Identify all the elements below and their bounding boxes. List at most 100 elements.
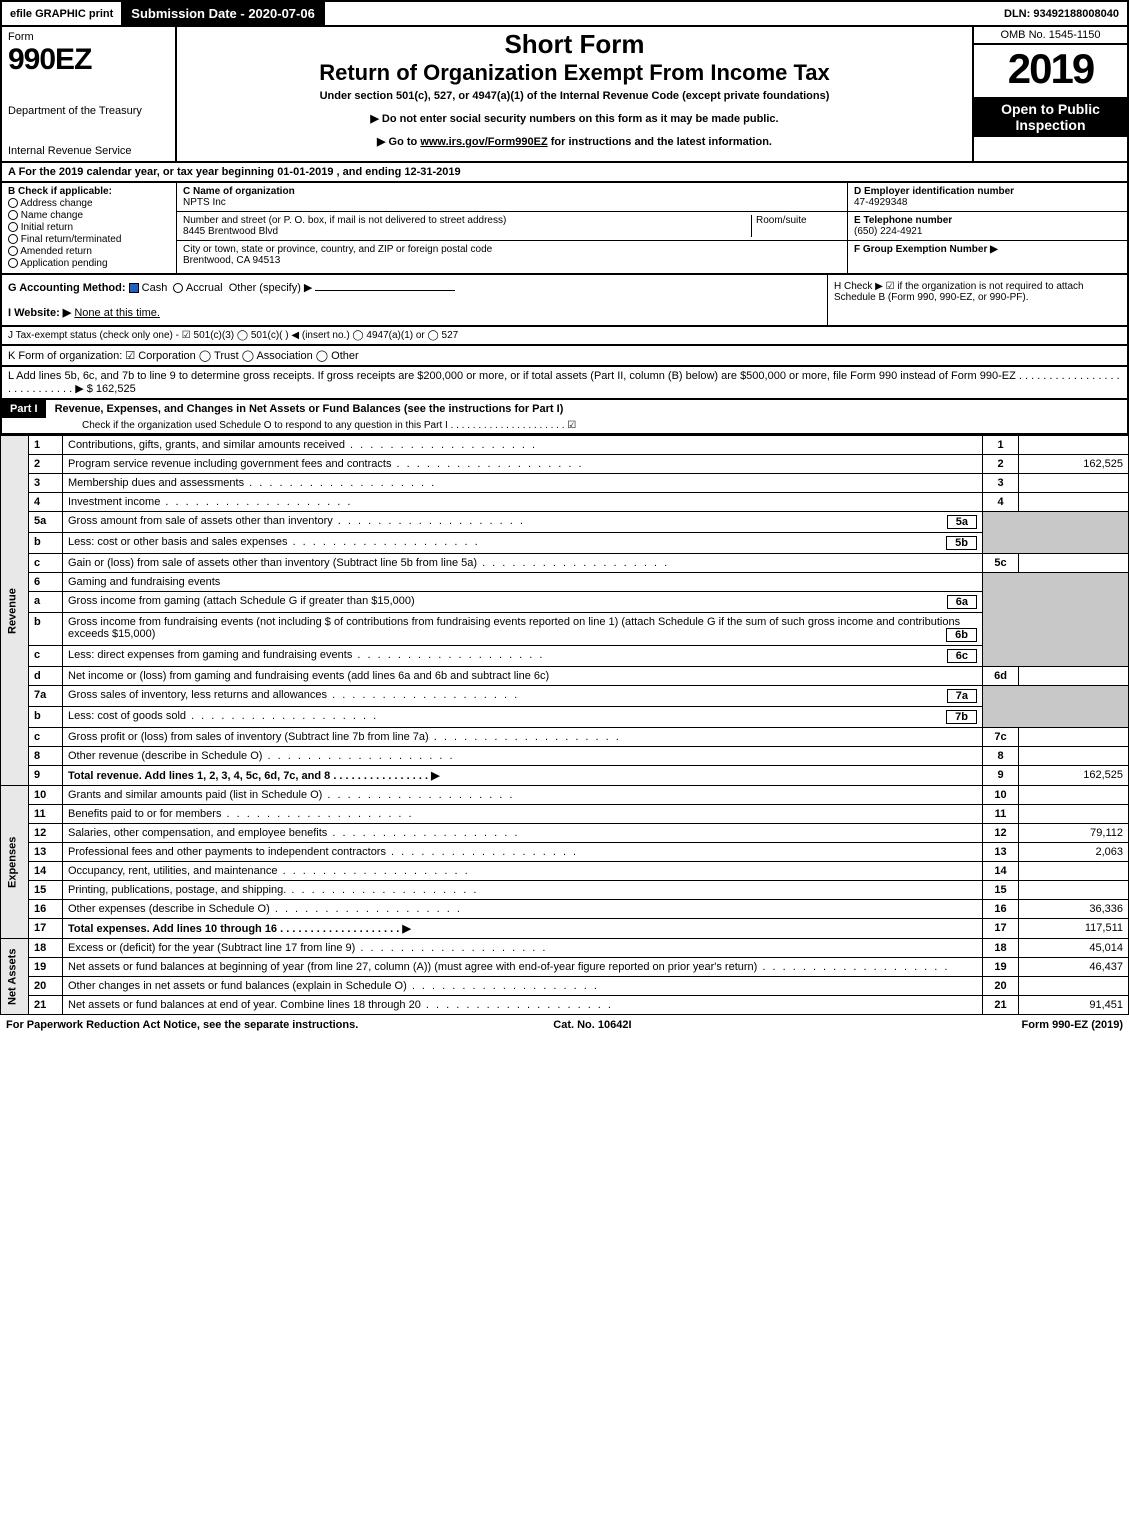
- l2-amt: 162,525: [1019, 455, 1129, 474]
- l6c-num: c: [29, 646, 63, 667]
- side-expenses: Expenses: [1, 786, 29, 939]
- irs-link[interactable]: www.irs.gov/Form990EZ: [420, 136, 547, 148]
- c-addr-lbl: Number and street (or P. O. box, if mail…: [183, 215, 506, 226]
- l17-amt: 117,511: [1019, 919, 1129, 939]
- l18-amt: 45,014: [1019, 939, 1129, 958]
- b-opt-4: Amended return: [20, 246, 92, 257]
- l7c-box: 7c: [983, 728, 1019, 747]
- l3-num: 3: [29, 474, 63, 493]
- l8-num: 8: [29, 747, 63, 766]
- l4-desc: Investment income: [63, 493, 983, 512]
- chk-final-return[interactable]: [8, 234, 18, 244]
- l20-box: 20: [983, 977, 1019, 996]
- l6a-num: a: [29, 592, 63, 613]
- subtitle-under: Under section 501(c), 527, or 4947(a)(1)…: [183, 90, 966, 102]
- l6b-num: b: [29, 613, 63, 646]
- chk-amended-return[interactable]: [8, 246, 18, 256]
- l13-num: 13: [29, 843, 63, 862]
- chk-accrual[interactable]: [173, 283, 183, 293]
- l15-num: 15: [29, 881, 63, 900]
- l19-desc: Net assets or fund balances at beginning…: [63, 958, 983, 977]
- efile-label[interactable]: efile GRAPHIC print: [2, 4, 121, 24]
- l11-num: 11: [29, 805, 63, 824]
- l19-box: 19: [983, 958, 1019, 977]
- h-text: H Check ▶ ☑ if the organization is not r…: [827, 275, 1127, 325]
- g-cash: Cash: [142, 282, 168, 294]
- chk-initial-return[interactable]: [8, 222, 18, 232]
- title-short-form: Short Form: [183, 29, 966, 60]
- l2-num: 2: [29, 455, 63, 474]
- l-gross-receipts: L Add lines 5b, 6c, and 7b to line 9 to …: [0, 367, 1129, 400]
- dln-label: DLN: 93492188008040: [996, 4, 1127, 24]
- part-1-table: Revenue 1 Contributions, gifts, grants, …: [0, 435, 1129, 1015]
- b-opt-3: Final return/terminated: [21, 234, 122, 245]
- l2-box: 2: [983, 455, 1019, 474]
- l5a-sub: 5a: [947, 515, 977, 529]
- l19-amt: 46,437: [1019, 958, 1129, 977]
- org-address: 8445 Brentwood Blvd: [183, 226, 278, 237]
- l21-amt: 91,451: [1019, 996, 1129, 1015]
- org-city: Brentwood, CA 94513: [183, 255, 280, 266]
- top-bar: efile GRAPHIC print Submission Date - 20…: [0, 0, 1129, 27]
- chk-cash[interactable]: [129, 283, 139, 293]
- g-accrual: Accrual: [186, 282, 223, 294]
- l12-box: 12: [983, 824, 1019, 843]
- l10-desc: Grants and similar amounts paid (list in…: [63, 786, 983, 805]
- e-phone-lbl: E Telephone number: [854, 215, 952, 226]
- l19-num: 19: [29, 958, 63, 977]
- part-1-title: Revenue, Expenses, and Changes in Net As…: [49, 400, 570, 418]
- l9-amt: 162,525: [1019, 766, 1129, 786]
- l8-desc: Other revenue (describe in Schedule O): [63, 747, 983, 766]
- l3-desc: Membership dues and assessments: [63, 474, 983, 493]
- l6d-desc: Net income or (loss) from gaming and fun…: [63, 667, 983, 686]
- l9-num: 9: [29, 766, 63, 786]
- l10-num: 10: [29, 786, 63, 805]
- l20-amt: [1019, 977, 1129, 996]
- block-gh: G Accounting Method: Cash Accrual Other …: [0, 275, 1129, 327]
- l5c-amt: [1019, 554, 1129, 573]
- chk-address-change[interactable]: [8, 198, 18, 208]
- l8-box: 8: [983, 747, 1019, 766]
- l15-amt: [1019, 881, 1129, 900]
- l5c-box: 5c: [983, 554, 1019, 573]
- l6d-amt: [1019, 667, 1129, 686]
- c-name-lbl: C Name of organization: [183, 186, 295, 197]
- phone-value: (650) 224-4921: [854, 226, 922, 237]
- l18-box: 18: [983, 939, 1019, 958]
- l7c-desc: Gross profit or (loss) from sales of inv…: [63, 728, 983, 747]
- b-opt-2: Initial return: [21, 222, 73, 233]
- b-opt-1: Name change: [21, 210, 83, 221]
- l7b-sub: 7b: [946, 710, 977, 724]
- ein-value: 47-4929348: [854, 197, 907, 208]
- l6c-desc: Less: direct expenses from gaming and fu…: [68, 649, 544, 661]
- l1-num: 1: [29, 436, 63, 455]
- l20-desc: Other changes in net assets or fund bala…: [63, 977, 983, 996]
- part-1-check: Check if the organization used Schedule …: [2, 418, 1127, 433]
- l16-num: 16: [29, 900, 63, 919]
- l12-num: 12: [29, 824, 63, 843]
- dept-irs: Internal Revenue Service: [8, 145, 169, 157]
- l6d-num: d: [29, 667, 63, 686]
- chk-application-pending[interactable]: [8, 258, 18, 268]
- l6b-sub: 6b: [946, 628, 977, 642]
- form-header: Form 990EZ Department of the Treasury In…: [0, 27, 1129, 163]
- l6a-desc: Gross income from gaming (attach Schedul…: [68, 595, 415, 607]
- l7a-desc: Gross sales of inventory, less returns a…: [68, 689, 519, 701]
- chk-name-change[interactable]: [8, 210, 18, 220]
- l7b-desc: Less: cost of goods sold: [68, 710, 378, 722]
- l5a-num: 5a: [29, 512, 63, 533]
- l14-box: 14: [983, 862, 1019, 881]
- l15-desc: Printing, publications, postage, and shi…: [63, 881, 983, 900]
- l11-desc: Benefits paid to or for members: [63, 805, 983, 824]
- l7c-num: c: [29, 728, 63, 747]
- l21-box: 21: [983, 996, 1019, 1015]
- g-other: Other (specify) ▶: [229, 282, 313, 294]
- i-lbl: I Website: ▶: [8, 307, 71, 319]
- l11-box: 11: [983, 805, 1019, 824]
- l12-desc: Salaries, other compensation, and employ…: [63, 824, 983, 843]
- l16-amt: 36,336: [1019, 900, 1129, 919]
- l6-num: 6: [29, 573, 63, 592]
- l13-desc: Professional fees and other payments to …: [63, 843, 983, 862]
- l9-desc: Total revenue. Add lines 1, 2, 3, 4, 5c,…: [68, 770, 440, 782]
- side-net-assets: Net Assets: [1, 939, 29, 1015]
